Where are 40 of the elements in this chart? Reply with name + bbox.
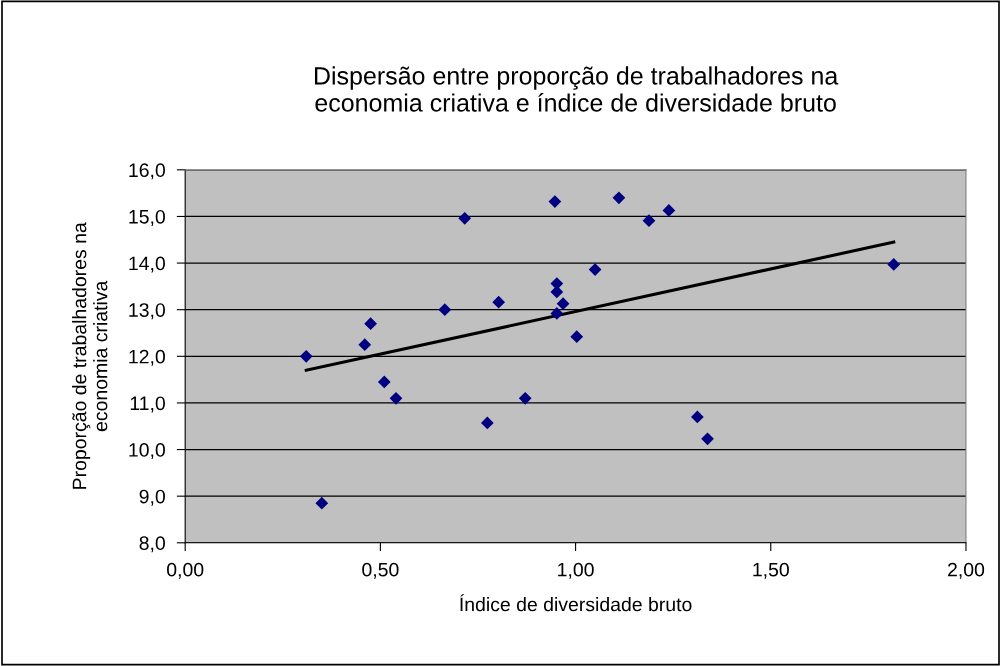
x-axis-title: Índice de diversidade bruto [460, 594, 692, 612]
point [548, 195, 562, 208]
point [518, 391, 532, 405]
y-tick-label: 12,0 [129, 349, 165, 366]
x-tick-label: 1,00 [558, 562, 594, 579]
point [438, 303, 452, 317]
point [588, 263, 602, 276]
point [377, 375, 391, 389]
point [389, 391, 403, 405]
point [364, 317, 377, 331]
y-tick-label: 16,0 [129, 163, 165, 180]
y-tick-label: 10,0 [129, 443, 165, 460]
point [299, 349, 313, 363]
point [315, 496, 329, 510]
x-tick-label: 0,00 [167, 562, 204, 579]
x-tick-label: 1,50 [753, 562, 789, 579]
point [358, 338, 372, 352]
y-tick-label: 9,0 [139, 489, 165, 506]
point [550, 307, 564, 320]
y-tick-label: 11,0 [130, 396, 165, 413]
point [550, 285, 564, 299]
y-tick-label: 8,0 [139, 536, 165, 553]
point [691, 410, 704, 424]
x-tick-label: 0,50 [362, 562, 399, 579]
point [556, 297, 570, 310]
y-tick-label: 14,0 [129, 256, 165, 273]
x-tick-label: 2,00 [948, 562, 985, 579]
point [458, 211, 472, 225]
point [492, 295, 506, 309]
point [612, 191, 626, 205]
point [662, 204, 676, 217]
y-axis-title: Proporção de trabalhadores na economia criativa [72, 222, 108, 489]
y-tick-label: 13,0 [129, 303, 165, 320]
point [642, 214, 656, 228]
point [887, 258, 901, 271]
point [480, 416, 494, 430]
y-tick-label: 15,0 [129, 209, 165, 226]
chart-title: Dispersão entre proporção de trabalhadores na economia criativa e índice de diversidade bruto [314, 66, 839, 112]
point [570, 330, 584, 344]
point [701, 432, 714, 446]
